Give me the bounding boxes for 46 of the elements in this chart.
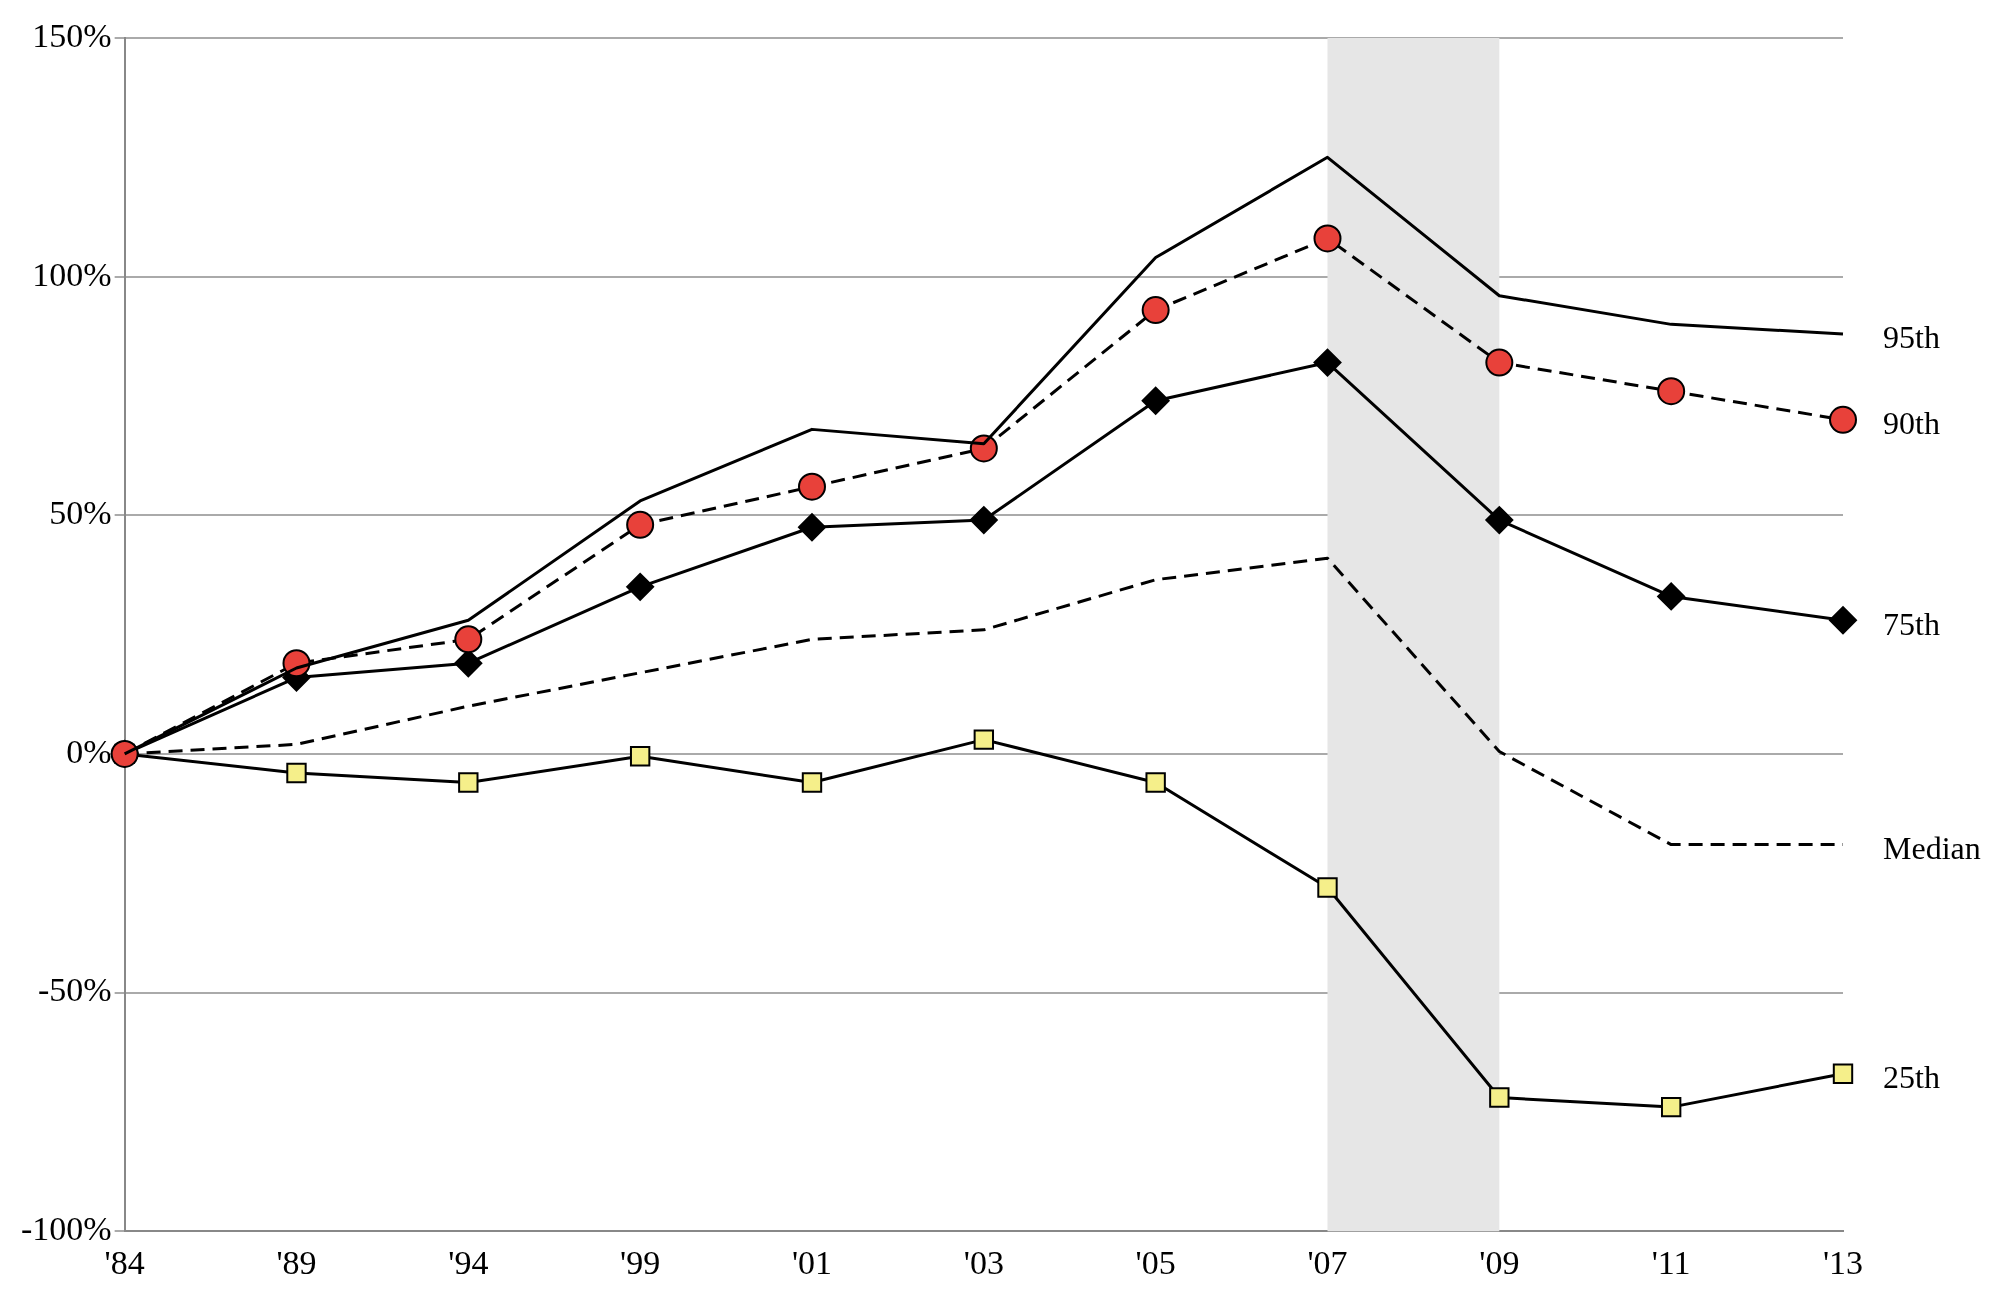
- series-label: Median: [1883, 830, 1981, 867]
- x-tick-label: '01: [791, 1243, 833, 1281]
- point: [1829, 405, 1857, 434]
- point: [1141, 296, 1170, 325]
- x-tick-label: '11: [1651, 1243, 1691, 1281]
- point: [1829, 606, 1857, 635]
- point: [626, 510, 655, 539]
- y-tick-label: 100%: [32, 255, 112, 293]
- x-tick-label: '99: [620, 1243, 661, 1281]
- point: [1657, 582, 1686, 611]
- point: [1660, 1096, 1682, 1118]
- x-tick-label: '07: [1307, 1243, 1348, 1281]
- point: [1145, 772, 1166, 793]
- point: [969, 506, 998, 535]
- point: [1317, 877, 1338, 898]
- y-tick-label: 0%: [66, 732, 112, 770]
- point: [1141, 386, 1170, 415]
- y-tick-label: 50%: [49, 494, 112, 532]
- series-label: 75th: [1883, 605, 1940, 642]
- point: [286, 762, 307, 784]
- point: [1832, 1063, 1854, 1084]
- point: [458, 772, 479, 793]
- x-tick-label: '89: [276, 1243, 317, 1281]
- x-tick-label: '03: [963, 1243, 1004, 1281]
- series-label: 25th: [1883, 1059, 1940, 1096]
- point: [1313, 224, 1342, 253]
- point: [1313, 348, 1342, 377]
- point: [1657, 377, 1686, 406]
- point: [797, 513, 826, 542]
- x-tick-label: '13: [1822, 1243, 1864, 1281]
- point: [1489, 1087, 1510, 1108]
- series-label: 90th: [1883, 405, 1940, 442]
- y-tick-label: -50%: [37, 971, 112, 1009]
- x-tick-label: '94: [448, 1243, 489, 1281]
- point: [801, 772, 823, 793]
- series-label: 95th: [1883, 319, 1940, 356]
- point: [797, 472, 826, 501]
- point: [626, 572, 655, 601]
- x-tick-label: '05: [1135, 1243, 1176, 1281]
- point: [973, 729, 995, 750]
- point: [1485, 348, 1514, 377]
- point: [1485, 506, 1514, 535]
- point: [629, 746, 651, 767]
- point: [454, 625, 483, 654]
- x-tick-label: '09: [1479, 1243, 1520, 1281]
- y-tick-label: 150%: [32, 16, 112, 54]
